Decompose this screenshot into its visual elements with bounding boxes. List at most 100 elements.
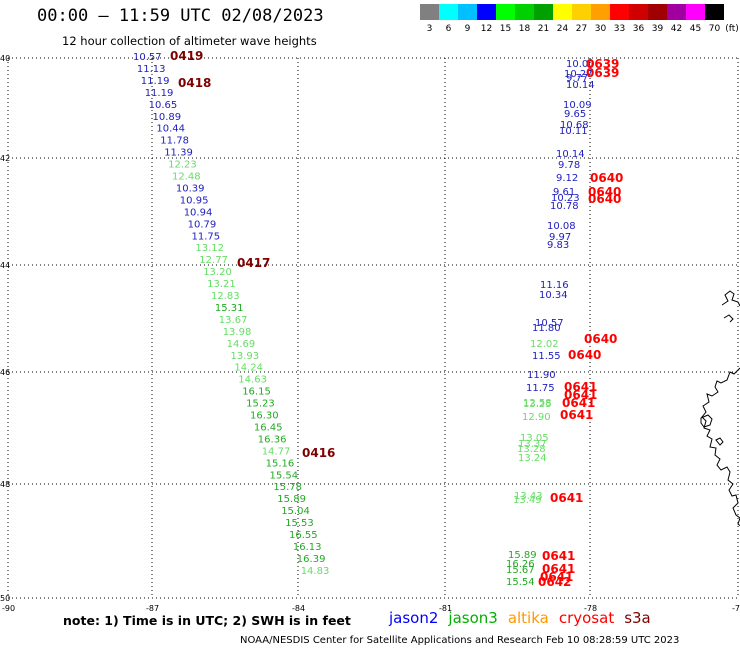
scale-label: 9 — [464, 24, 471, 34]
credit-footer: NOAA/NESDIS Center for Satellite Applica… — [240, 635, 680, 646]
wave-height-label: 13.28 — [517, 444, 546, 455]
wave-height-label: 13.93 — [231, 351, 260, 362]
wave-height-label: 10.68 — [560, 120, 589, 131]
pass-time-label: 0641 — [564, 380, 597, 394]
lon-label: -90 — [2, 604, 15, 613]
scale-label: 30 — [594, 24, 607, 34]
scale-label: 39 — [651, 24, 664, 34]
wave-height-label: 12.90 — [522, 412, 551, 423]
scale-swatch — [553, 4, 572, 20]
pass-time-label: 0640 — [590, 171, 623, 185]
axis-labels: 40 42 44 46 48 50-90 -87 -84 -81 -78 -75 — [0, 54, 740, 613]
wave-height-label: 15.54 — [506, 577, 535, 588]
wave-height-label: 16.13 — [293, 542, 322, 553]
scale-swatch — [572, 4, 591, 20]
wave-height-label: 10.27 — [564, 69, 593, 80]
scale-label: 24 — [556, 24, 569, 34]
wave-height-label: 16.55 — [289, 530, 318, 541]
pass-time-label: 0640 — [584, 332, 617, 346]
wave-height-label: 16.15 — [242, 387, 271, 398]
wave-height-label: 9.61 — [553, 187, 575, 198]
scale-swatch — [667, 4, 686, 20]
wave-height-label: 15.54 — [270, 470, 299, 481]
wave-height-label: 15.31 — [215, 303, 244, 314]
pass-time-label: 0416 — [302, 446, 335, 460]
wave-height-label: 16.30 — [250, 411, 279, 422]
wave-height-label: 10.39 — [176, 183, 205, 194]
scale-swatch — [705, 4, 724, 20]
wave-height-label: 10.08 — [547, 221, 576, 232]
wave-height-label: 11.78 — [160, 136, 189, 147]
scale-label: 18 — [518, 24, 531, 34]
wave-height-label: 10.94 — [184, 207, 213, 218]
scale-label: 70 — [708, 24, 721, 34]
lat-lon-grid — [7, 57, 739, 599]
wave-height-label: 9.12 — [556, 173, 578, 184]
wave-height-label: 15.78 — [273, 482, 302, 493]
scale-label: 33 — [613, 24, 626, 34]
scale-label: 12 — [480, 24, 493, 34]
scale-label: 45 — [689, 24, 702, 34]
pass-time-label: 0417 — [237, 256, 270, 270]
altimeter-tracks: 10.5711.1311.1911.1910.6510.8910.4411.78… — [133, 49, 623, 589]
lon-label: -87 — [146, 604, 159, 613]
wave-height-label: 9.83 — [547, 240, 569, 251]
wave-height-label: 9.77 — [566, 73, 588, 84]
scale-label: 15 — [499, 24, 512, 34]
scale-swatch — [496, 4, 515, 20]
satellite-legend: jason2 jason3 altika cryosat s3a — [389, 609, 661, 627]
wave-height-label: 10.79 — [188, 219, 217, 230]
pass-time-label: 0641 — [542, 549, 575, 563]
wave-height-label: 9.65 — [564, 109, 586, 120]
scale-label: 21 — [537, 24, 550, 34]
pass-time-label: 0418 — [178, 76, 211, 90]
pass-time-label: 0641 — [542, 562, 575, 576]
wave-height-label: 13.49 — [513, 495, 542, 506]
pass-time-label: 0641 — [550, 491, 583, 505]
coastline-upper — [721, 290, 740, 323]
lat-label: 40 — [0, 54, 10, 63]
wave-height-label: 12.02 — [530, 339, 559, 350]
wave-height-label: 11.80 — [532, 323, 561, 334]
wave-height-label: 14.69 — [227, 339, 256, 350]
wave-height-label: 13.05 — [520, 433, 549, 444]
wave-height-label: 14.83 — [301, 566, 330, 577]
wave-height-label: 15.89 — [508, 550, 537, 561]
wave-height-label: 10.57 — [535, 318, 564, 329]
lat-label: 44 — [0, 261, 10, 270]
pass-time-label: 0641 — [540, 570, 573, 584]
pass-time-label: 0419 — [170, 49, 203, 63]
scale-swatch — [420, 4, 439, 20]
wave-height-label: 16.39 — [297, 554, 326, 565]
wave-height-label: 10.09 — [563, 100, 592, 111]
wave-height-label: 16.26 — [506, 559, 535, 570]
lat-label: 50 — [0, 594, 10, 603]
wave-height-label: 12.77 — [199, 255, 228, 266]
coastline-lower — [700, 367, 740, 527]
pass-time-label: 0641 — [560, 408, 593, 422]
scale-label: 27 — [575, 24, 588, 34]
page-subtitle: 12 hour collection of altimeter wave hei… — [62, 34, 317, 48]
wave-height-label: 10.57 — [133, 52, 162, 63]
pass-time-label: 0640 — [588, 185, 621, 199]
pass-time-label: 0641 — [562, 396, 595, 410]
scale-swatch — [686, 4, 705, 20]
wave-height-label: 13.20 — [203, 267, 232, 278]
wave-height-label: 16.36 — [258, 434, 287, 445]
scale-swatch — [629, 4, 648, 20]
scale-label: 6 — [445, 24, 452, 34]
footnote: note: 1) Time is in UTC; 2) SWH is in fe… — [63, 613, 351, 628]
scale-swatch — [610, 4, 629, 20]
scale-label: 36 — [632, 24, 645, 34]
wave-height-label: 10.78 — [550, 201, 579, 212]
wave-height-label: 9.97 — [549, 232, 571, 243]
wave-height-label: 10.14 — [556, 149, 585, 160]
wave-height-label: 11.16 — [540, 280, 569, 291]
lat-label: 42 — [0, 154, 10, 163]
wave-height-label: 15.67 — [506, 565, 535, 576]
pass-time-label: 0641 — [564, 388, 597, 402]
wave-height-label: 10.14 — [566, 80, 595, 91]
wave-height-label: 15.23 — [246, 399, 275, 410]
legend-jason3: jason3 — [448, 609, 498, 627]
